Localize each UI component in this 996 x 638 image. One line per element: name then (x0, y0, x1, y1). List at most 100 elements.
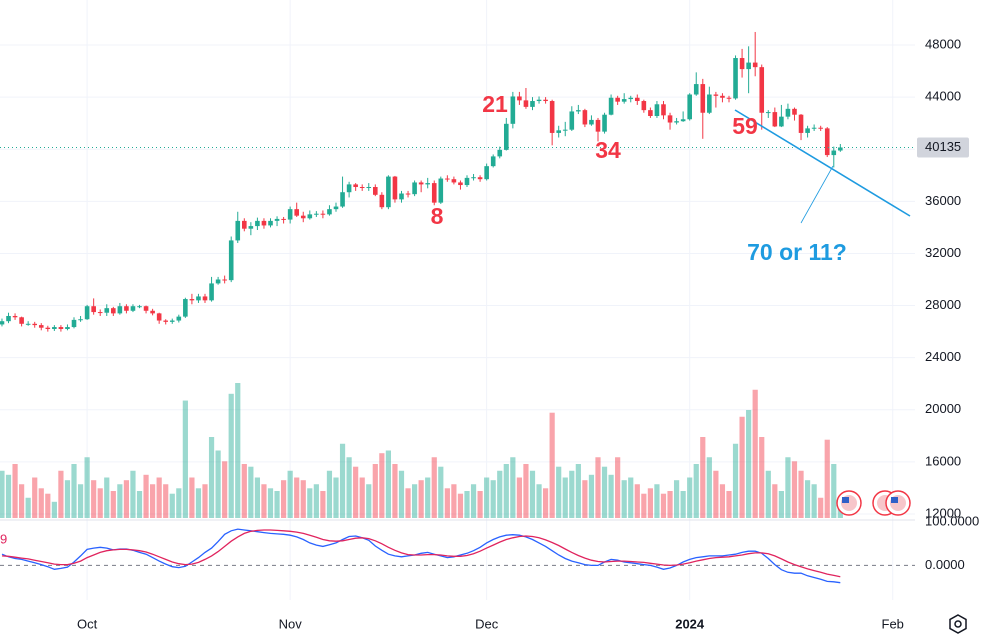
candle-body (287, 209, 293, 220)
candle-body (707, 94, 712, 113)
candle-body (392, 176, 398, 200)
candle-body (752, 62, 758, 68)
candle-body (353, 184, 358, 188)
candle-body (163, 320, 169, 322)
y-tick-label: 24000 (925, 349, 961, 364)
candle-body (582, 110, 588, 125)
candle-body (189, 299, 195, 301)
volume-bar (104, 477, 110, 518)
candle-body (818, 127, 823, 129)
volume-bar (700, 437, 706, 518)
volume-bar (451, 484, 457, 518)
candle-body (595, 119, 601, 132)
candle-body (111, 308, 116, 314)
candle-body (228, 240, 234, 281)
volume-bar (143, 474, 149, 518)
candle-body (510, 96, 516, 124)
volume-bar (150, 484, 156, 518)
volume-bar (339, 443, 346, 518)
candle-body (733, 58, 738, 99)
candle-body (91, 306, 96, 313)
y-tick-label: 16000 (925, 453, 961, 468)
volume-bar (71, 464, 77, 518)
candle-body (838, 147, 843, 151)
osc-tick-label: 0.0000 (925, 557, 965, 572)
candle-body (412, 182, 417, 195)
volume-bar (516, 477, 522, 518)
candle-body (52, 327, 57, 330)
candle-body (156, 313, 162, 321)
volume-bar (235, 383, 241, 518)
y-tick-label: 36000 (925, 193, 961, 208)
candle-body (366, 187, 372, 189)
volume-bar (647, 488, 653, 518)
candle-body (38, 325, 44, 328)
oscillator-label: 9 (0, 531, 7, 546)
volume-bar (772, 484, 778, 518)
volume-bar (222, 461, 228, 518)
annotation: 70 or 11? (747, 239, 847, 265)
y-tick-label: 12000 (925, 505, 961, 520)
volume-bar (287, 470, 293, 518)
volume-bar (464, 491, 470, 518)
grid-layer (0, 0, 915, 600)
candle-body (176, 316, 182, 321)
volume-bar (824, 439, 830, 518)
candle-body (477, 177, 483, 180)
volume-bar (726, 491, 732, 518)
candle-body (471, 177, 476, 179)
volume-bar (431, 457, 437, 518)
candle-body (530, 101, 535, 107)
x-tick-label: Nov (279, 616, 303, 631)
candle-body (6, 315, 11, 322)
volume-bar (732, 443, 739, 518)
candle-body (373, 187, 378, 195)
volume-bar (326, 470, 333, 518)
candle-body (386, 176, 391, 208)
annotation: 8 (431, 203, 444, 229)
volume-bar (654, 484, 660, 518)
candle-body (451, 179, 457, 183)
candle-body (798, 114, 804, 133)
candle-body (405, 193, 411, 195)
candle-body (150, 310, 155, 314)
candle-body (268, 220, 273, 226)
volume-bar (294, 477, 300, 518)
candle-body (104, 308, 110, 313)
candle-body (608, 97, 614, 115)
annotation: 21 (482, 91, 508, 117)
volume-bar (791, 461, 798, 518)
candle-body (274, 218, 280, 221)
candle-body (746, 62, 751, 70)
volume-bar (281, 480, 287, 518)
volume-bar (32, 477, 38, 518)
volume-bar (562, 477, 568, 518)
volume-bar (202, 484, 208, 518)
volume-bar (713, 470, 719, 518)
settings-icon[interactable] (949, 614, 967, 634)
candle-body (215, 279, 221, 284)
candle-body (346, 184, 352, 193)
volume-bar (274, 491, 280, 518)
trend-line (734, 109, 911, 217)
y-tick-label: 20000 (925, 401, 961, 416)
volume-bar (588, 474, 595, 518)
y-tick-label: 32000 (925, 245, 961, 260)
candle-body (78, 319, 83, 321)
volume-bar (503, 464, 509, 518)
volume-bar (831, 464, 837, 518)
volume-bar (38, 488, 44, 518)
volume-bar (556, 466, 562, 518)
volume-bar (366, 484, 372, 518)
volume-bar (346, 457, 352, 518)
candle-body (438, 178, 444, 203)
volume-bar (444, 488, 450, 518)
volume-bar (497, 470, 503, 518)
volume-bar (628, 477, 634, 518)
volume-bar (176, 488, 182, 518)
candle-body (713, 94, 719, 96)
candle-body (314, 213, 319, 215)
candle-body (307, 214, 313, 219)
volume-layer (0, 383, 843, 518)
